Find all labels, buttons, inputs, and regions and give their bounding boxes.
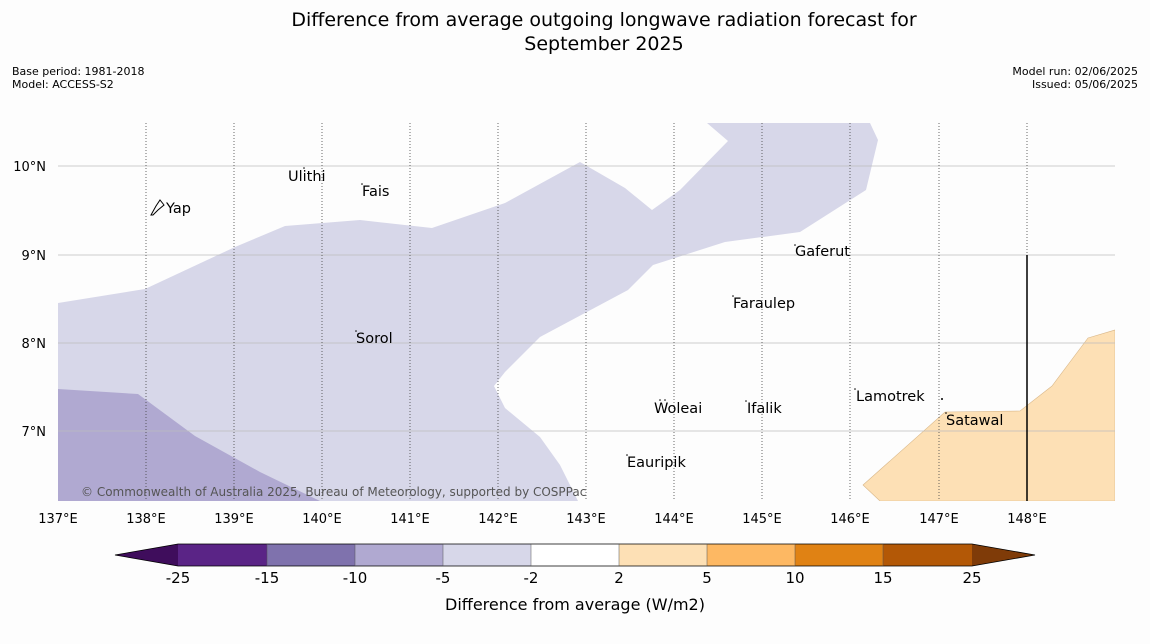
colorbar-segment	[619, 544, 707, 566]
lon-tick-label: 148°E	[1007, 512, 1047, 527]
lon-tick-label: 144°E	[654, 512, 694, 527]
colorbar-tick-label: -2	[524, 569, 539, 587]
lon-tick-labels: 137°E 138°E 139°E 140°E 141°E 142°E 143°…	[38, 512, 1047, 527]
colorbar-ticks: -25 -15 -10 -5 -2 2 5 10 15 25	[166, 569, 982, 587]
anomaly-region-light-purple	[58, 123, 878, 501]
model-name: Model: ACCESS-S2	[12, 78, 114, 91]
colorbar-tick-label: -10	[343, 569, 368, 587]
colorbar-extend-low	[115, 544, 178, 566]
model-run: Model run: 02/06/2025	[1012, 65, 1138, 78]
place-label-lamotrek: Lamotrek	[856, 389, 925, 405]
place-labels: Yap Ulithi Fais Gaferut Faraulep Sorol L…	[165, 169, 1003, 471]
lon-tick-label: 140°E	[302, 512, 342, 527]
lon-tick-label: 139°E	[214, 512, 254, 527]
lon-tick-label: 141°E	[390, 512, 430, 527]
meta-right: Model run: 02/06/2025 Issued: 05/06/2025	[1012, 65, 1138, 91]
title-line-2: September 2025	[524, 33, 684, 55]
place-label-ifalik: Ifalik	[747, 401, 782, 417]
place-label-eauripik: Eauripik	[627, 455, 686, 471]
colorbar: -25 -15 -10 -5 -2 2 5 10 15 25	[114, 543, 1036, 587]
colorbar-segment	[267, 544, 355, 566]
place-label-sorol: Sorol	[356, 331, 393, 347]
place-label-satawal: Satawal	[946, 413, 1003, 429]
lon-tick-label: 145°E	[742, 512, 782, 527]
anomaly-fields	[58, 123, 1115, 501]
colorbar-segment	[443, 544, 531, 566]
lat-tick-label: 7°N	[22, 425, 47, 440]
anomaly-region-light-orange	[862, 329, 1115, 501]
colorbar-segment	[355, 544, 443, 566]
colorbar-tick-label: 25	[962, 569, 981, 587]
colorbar-label: Difference from average (W/m2)	[445, 595, 705, 614]
colorbar-tick-label: -5	[436, 569, 451, 587]
lat-tick-label: 9°N	[22, 249, 47, 264]
island-dots	[303, 167, 947, 456]
issued-date: Issued: 05/06/2025	[1031, 78, 1138, 91]
chart-title: Difference from average outgoing longwav…	[0, 8, 1150, 56]
colorbar-segment	[707, 544, 795, 566]
lat-tick-labels: 10°N 9°N 8°N 7°N	[13, 160, 46, 440]
colorbar-segment	[531, 544, 619, 566]
copyright-text: © Commonwealth of Australia 2025, Bureau…	[81, 485, 586, 499]
colorbar-segment	[883, 544, 972, 566]
colorbar-tick-label: 10	[785, 569, 804, 587]
colorbar-tick-label: 5	[702, 569, 712, 587]
anomaly-region-medium-purple	[58, 389, 320, 501]
colorbar-tick-label: 2	[614, 569, 624, 587]
title-line-1: Difference from average outgoing longwav…	[291, 9, 917, 31]
lon-tick-label: 147°E	[919, 512, 959, 527]
lon-tick-label: 146°E	[830, 512, 870, 527]
colorbar-tick-label: -25	[166, 569, 191, 587]
colorbar-tick-label: -15	[255, 569, 280, 587]
lon-tick-label: 142°E	[478, 512, 518, 527]
colorbar-tick-label: 15	[873, 569, 892, 587]
base-period: Base period: 1981-2018	[12, 65, 145, 78]
colorbar-segment	[795, 544, 883, 566]
place-label-yap: Yap	[165, 201, 191, 217]
lon-tick-label: 137°E	[38, 512, 78, 527]
colorbar-segment	[178, 544, 267, 566]
lat-tick-label: 8°N	[22, 337, 47, 352]
colorbar-extend-high	[972, 544, 1035, 566]
place-label-woleai: Woleai	[654, 401, 702, 417]
lon-tick-label: 138°E	[126, 512, 166, 527]
meta-left: Base period: 1981-2018 Model: ACCESS-S2	[12, 65, 144, 91]
yap-island-shape	[150, 199, 165, 216]
place-label-ulithi: Ulithi	[288, 169, 326, 185]
colorbar-outline	[114, 543, 1036, 567]
lat-tick-label: 10°N	[13, 160, 46, 175]
place-label-faraulep: Faraulep	[733, 296, 795, 312]
place-label-fais: Fais	[362, 184, 389, 200]
lon-tick-label: 143°E	[566, 512, 606, 527]
place-label-gaferut: Gaferut	[795, 244, 850, 260]
